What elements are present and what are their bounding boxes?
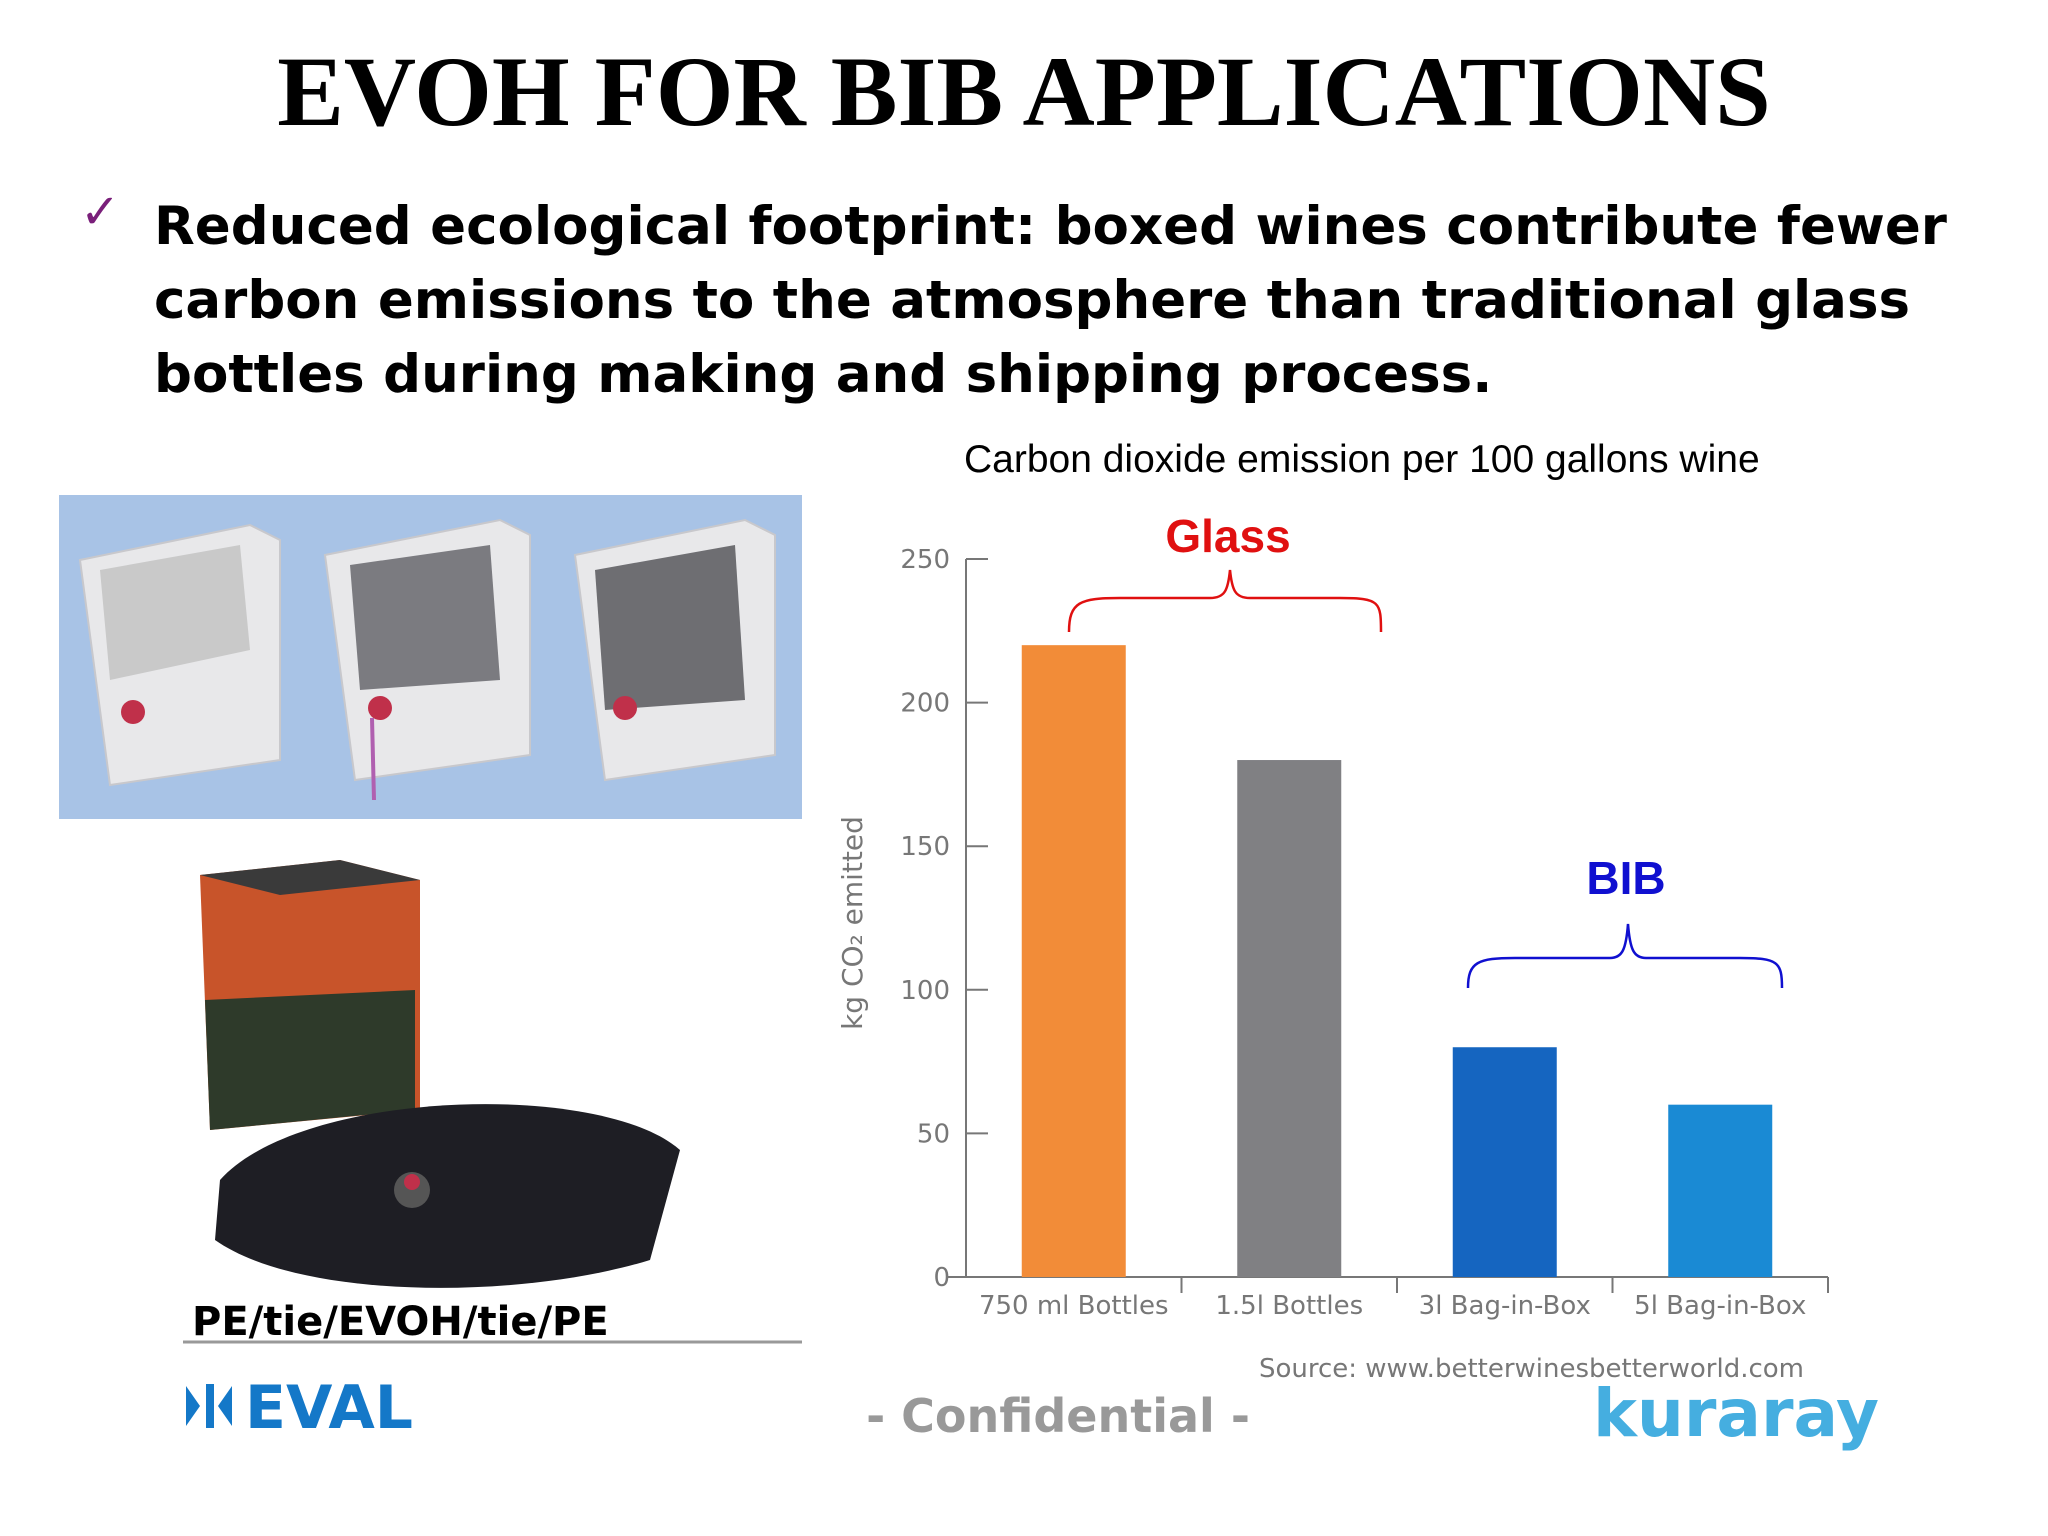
bullet-line: bottles during making and shipping proce… xyxy=(154,344,1492,405)
slide-title: EVOH FOR BIB APPLICATIONS xyxy=(277,36,1771,147)
bar xyxy=(1237,760,1342,1277)
photo-bag-in-box xyxy=(200,860,680,1288)
brand-logo: kuraray xyxy=(1593,1375,1879,1452)
y-tick-label: 100 xyxy=(900,976,950,1006)
glass-bracket xyxy=(1067,569,1383,633)
y-tick-label: 50 xyxy=(917,1119,950,1149)
check-mark: ✓ xyxy=(80,184,120,240)
bullet-text: Reduced ecological footprint: boxed wine… xyxy=(154,196,1947,405)
chart-title: Carbon dioxide emission per 100 gallons … xyxy=(964,438,1760,481)
chart: Carbon dioxide emission per 100 gallons … xyxy=(836,438,1829,1384)
y-axis-label: kg CO₂ emitted xyxy=(836,816,869,1030)
bullet-line: carbon emissions to the atmosphere than … xyxy=(154,270,1910,331)
bullet-line: Reduced ecological footprint: boxed wine… xyxy=(154,196,1947,257)
photo-boxes xyxy=(59,495,802,819)
y-tick-label: 250 xyxy=(900,545,950,575)
annotation: Glass xyxy=(1165,510,1290,562)
confidential: - Confidential - xyxy=(866,1389,1250,1443)
bar xyxy=(1668,1104,1773,1277)
bib-bracket xyxy=(1466,923,1784,989)
x-tick-label: 3l Bag-in-Box xyxy=(1419,1291,1591,1321)
x-tick-label: 1.5l Bottles xyxy=(1215,1291,1363,1321)
x-tick-label: 750 ml Bottles xyxy=(979,1291,1169,1321)
y-tick-label: 0 xyxy=(933,1263,950,1293)
annotation: BIB xyxy=(1586,852,1665,904)
y-tick-label: 150 xyxy=(900,832,950,862)
bar xyxy=(1452,1047,1557,1277)
logo-text: EVAL xyxy=(245,1373,413,1443)
structure-label: PE/tie/EVOH/tie/PE xyxy=(192,1299,609,1345)
eval-logo: EVAL xyxy=(186,1373,413,1443)
x-tick-label: 5l Bag-in-Box xyxy=(1634,1291,1806,1321)
source-note: Source: www.betterwinesbetterworld.com xyxy=(1259,1354,1804,1384)
y-tick-label: 200 xyxy=(900,689,950,719)
bar xyxy=(1021,645,1126,1277)
